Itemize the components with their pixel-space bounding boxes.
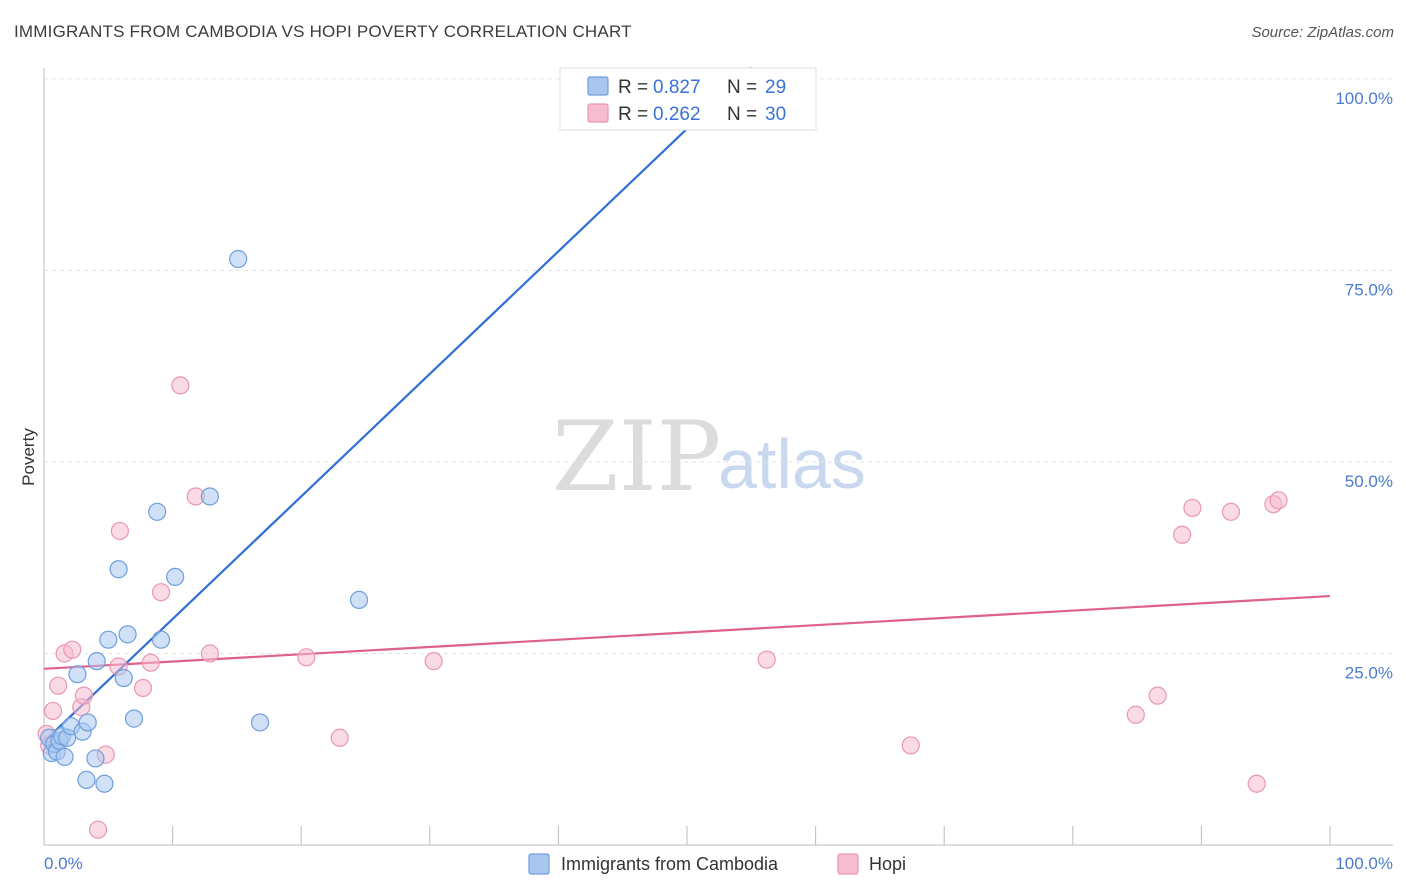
y-tick-label-100: 100.0% [1335, 89, 1393, 108]
correlation-legend: R = 0.827 N = 29 R = 0.262 N = 30 [559, 67, 817, 131]
legend-n-value-hopi: 30 [765, 104, 786, 125]
hopi-point-11 [110, 521, 129, 541]
hopi-point-23 [1126, 705, 1145, 724]
cambodia-point-14 [87, 652, 106, 671]
y-axis-label: Poverty [19, 428, 38, 486]
legend-swatch-hopi [587, 103, 609, 123]
legend-r-label-hopi: R = [618, 104, 648, 125]
hopi-point-25 [1173, 525, 1192, 544]
source-label: Source: ZipAtlas.com [1251, 24, 1394, 41]
hopi-point-28 [1247, 774, 1266, 793]
cambodia-point-15 [95, 774, 114, 793]
y-tick-label-25: 25.0% [1345, 664, 1393, 683]
cambodia-point-19 [118, 625, 137, 644]
legend-r-value-cambodia: 0.827 [653, 77, 701, 98]
cambodia-point-18 [114, 668, 133, 688]
x-tick-label-min: 0.0% [44, 854, 83, 873]
watermark-atlas: atlas [718, 425, 866, 503]
hopi-point-27 [1221, 502, 1241, 521]
hopi-point-17 [200, 644, 219, 663]
hopi-point-14 [151, 583, 171, 602]
trend-lines [43, 66, 1331, 743]
hopi-point-18 [297, 648, 316, 667]
cambodia-point-23 [166, 567, 185, 587]
hopi-point-30 [1269, 491, 1288, 510]
hopi-point-15 [171, 376, 190, 395]
chart-title: IMMIGRANTS FROM CAMBODIA VS HOPI POVERTY… [14, 22, 632, 41]
hopi-point-12 [133, 678, 153, 698]
cambodia-point-12 [77, 770, 96, 789]
hopi-point-24 [1148, 686, 1167, 705]
y-tick-label-75: 75.0% [1345, 281, 1393, 300]
hopi-point-21 [757, 650, 776, 669]
trend-line-hopi [43, 594, 1331, 670]
cambodia-point-9 [68, 665, 87, 684]
cambodia-point-17 [109, 560, 128, 579]
hopi-point-2 [43, 701, 63, 721]
hopi-point-3 [49, 676, 68, 695]
series-legend-label-hopi: Hopi [869, 854, 906, 874]
cambodia-points [40, 69, 761, 793]
series-legend-swatch-hopi [837, 853, 859, 875]
cambodia-point-11 [78, 713, 97, 732]
legend-swatch-cambodia [587, 76, 609, 96]
legend-r-label-cambodia: R = [618, 77, 648, 98]
hopi-point-26 [1183, 498, 1202, 518]
hopi-point-20 [424, 652, 443, 671]
cambodia-point-27 [349, 590, 369, 609]
cambodia-point-16 [99, 630, 118, 649]
watermark-zip: ZIP [552, 401, 721, 513]
cambodia-point-13 [86, 749, 105, 768]
x-ticks [43, 826, 1331, 845]
series-legend-label-cambodia: Immigrants from Cambodia [561, 854, 779, 874]
cambodia-point-6 [55, 747, 74, 767]
axes [43, 68, 1393, 846]
legend-n-value-cambodia: 29 [765, 77, 786, 98]
cambodia-point-22 [151, 630, 171, 649]
cambodia-point-21 [148, 502, 167, 521]
x-tick-label-max: 100.0% [1335, 854, 1393, 873]
cambodia-point-24 [200, 487, 219, 506]
hopi-point-22 [901, 736, 920, 755]
gridlines [44, 78, 1393, 654]
hopi-point-19 [330, 728, 349, 747]
legend-n-label-hopi: N = [727, 104, 757, 125]
series-legend-swatch-cambodia [528, 853, 550, 875]
legend-n-label-cambodia: N = [727, 77, 757, 98]
series-legend: Immigrants from Cambodia Hopi [528, 853, 906, 875]
trend-line-cambodia [43, 66, 753, 743]
cambodia-point-25 [229, 249, 248, 269]
hopi-point-13 [141, 653, 160, 672]
hopi-point-7 [74, 686, 93, 705]
hopi-point-8 [88, 820, 108, 839]
y-tick-label-50: 50.0% [1345, 472, 1393, 491]
cambodia-point-26 [250, 713, 270, 732]
y-tick-labels: 25.0% 50.0% 75.0% 100.0% [1335, 89, 1393, 683]
cambodia-point-20 [124, 709, 144, 728]
legend-r-value-hopi: 0.262 [653, 104, 701, 125]
hopi-point-5 [63, 640, 82, 659]
